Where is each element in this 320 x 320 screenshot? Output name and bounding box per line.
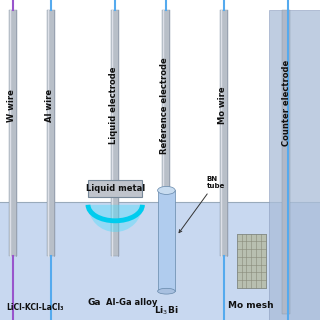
Text: Al-Ga alloy: Al-Ga alloy bbox=[106, 298, 157, 307]
Bar bbox=[111, 10, 119, 256]
Text: Mo wire: Mo wire bbox=[218, 87, 227, 124]
Bar bbox=[9, 10, 17, 256]
Bar bbox=[88, 180, 142, 197]
Text: LiCl-KCl-LaCl₃: LiCl-KCl-LaCl₃ bbox=[6, 303, 64, 312]
Bar bbox=[163, 10, 171, 256]
Text: Li$_3$Bi: Li$_3$Bi bbox=[154, 304, 179, 317]
Text: Mo mesh: Mo mesh bbox=[228, 301, 274, 310]
Bar bbox=[237, 234, 266, 288]
Text: Al wire: Al wire bbox=[45, 89, 54, 122]
Text: BN
tube: BN tube bbox=[179, 176, 225, 233]
Text: W wire: W wire bbox=[7, 89, 16, 122]
Bar bbox=[269, 10, 320, 320]
Text: Ga: Ga bbox=[88, 298, 101, 307]
Text: Counter electrode: Counter electrode bbox=[282, 59, 291, 146]
Text: Liquid electrode: Liquid electrode bbox=[109, 67, 118, 144]
Bar bbox=[47, 10, 55, 256]
Ellipse shape bbox=[158, 288, 175, 294]
Bar bbox=[220, 10, 228, 256]
Bar bbox=[0, 202, 320, 320]
Ellipse shape bbox=[158, 186, 175, 194]
Bar bbox=[282, 10, 290, 314]
Wedge shape bbox=[88, 205, 142, 232]
Text: Reference electrode: Reference electrode bbox=[160, 57, 169, 154]
Bar bbox=[158, 190, 175, 291]
Text: Liquid metal: Liquid metal bbox=[85, 184, 145, 193]
